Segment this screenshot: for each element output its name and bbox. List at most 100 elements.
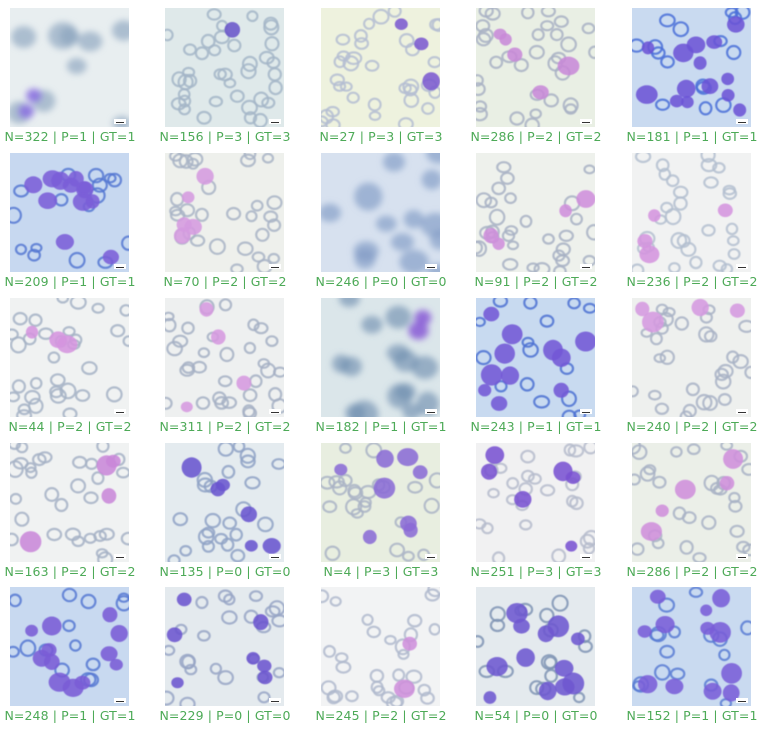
microscopy-image xyxy=(165,8,284,127)
red-blood-cell xyxy=(165,690,175,706)
red-blood-cell xyxy=(179,363,196,377)
red-blood-cell xyxy=(725,44,742,61)
stained-cell xyxy=(176,592,192,607)
red-blood-cell xyxy=(178,94,192,108)
red-blood-cell xyxy=(179,653,197,670)
stained-cell xyxy=(362,529,377,545)
red-blood-cell xyxy=(741,462,751,476)
red-blood-cell xyxy=(519,214,533,228)
microscopy-image xyxy=(10,8,129,127)
red-blood-cell xyxy=(333,80,347,92)
red-blood-cell xyxy=(501,229,516,243)
scale-bar xyxy=(114,264,126,269)
stained-cell xyxy=(553,382,569,398)
scale-bar xyxy=(269,264,281,269)
red-blood-cell xyxy=(194,207,209,222)
red-blood-cell xyxy=(476,518,487,530)
sample-cell: N=152 | P=1 | GT=1 xyxy=(612,587,760,732)
red-blood-cell xyxy=(744,365,751,380)
red-blood-cell xyxy=(520,449,536,464)
red-blood-cell xyxy=(112,20,129,41)
stained-cell xyxy=(669,94,684,108)
red-blood-cell xyxy=(406,613,423,628)
stained-cell xyxy=(253,614,269,631)
image-caption: N=311 | P=2 | GT=2 xyxy=(159,419,291,434)
red-blood-cell xyxy=(96,443,110,453)
red-blood-cell xyxy=(662,306,676,318)
red-blood-cell xyxy=(488,208,506,226)
red-blood-cell xyxy=(654,402,670,416)
red-blood-cell xyxy=(738,319,751,333)
stained-cell xyxy=(640,522,662,541)
stained-cell xyxy=(655,616,675,634)
red-blood-cell xyxy=(392,668,406,682)
red-blood-cell xyxy=(263,19,280,36)
scale-bar xyxy=(425,409,437,414)
red-blood-cell xyxy=(213,30,231,45)
red-blood-cell xyxy=(179,203,196,218)
red-blood-cell xyxy=(333,55,347,69)
red-blood-cell xyxy=(726,235,740,247)
red-blood-cell xyxy=(634,153,652,164)
red-blood-cell xyxy=(62,407,78,417)
red-blood-cell xyxy=(91,177,108,193)
red-blood-cell xyxy=(184,663,198,676)
stained-cell xyxy=(638,675,658,694)
image-caption: N=182 | P=1 | GT=1 xyxy=(315,419,447,434)
scale-bar xyxy=(269,409,281,414)
red-blood-cell xyxy=(167,554,181,562)
red-blood-cell xyxy=(729,524,745,538)
stained-cell xyxy=(693,56,707,70)
red-blood-cell xyxy=(268,80,283,96)
scale-bar xyxy=(580,119,592,124)
red-blood-cell xyxy=(353,241,379,261)
red-blood-cell xyxy=(549,28,564,42)
red-blood-cell xyxy=(197,347,211,359)
sample-cell: N=286 | P=2 | GT=2 xyxy=(456,8,616,153)
red-blood-cell xyxy=(720,263,734,272)
red-blood-cell xyxy=(263,16,279,31)
stained-cell xyxy=(722,684,740,702)
stained-cell xyxy=(717,203,733,218)
red-blood-cell xyxy=(421,169,440,190)
red-blood-cell xyxy=(229,527,243,542)
scale-bar xyxy=(425,554,437,559)
stained-cell xyxy=(236,375,252,391)
red-blood-cell xyxy=(91,302,105,314)
scale-bar xyxy=(425,264,437,269)
red-blood-cell xyxy=(476,107,488,122)
stained-cell xyxy=(575,331,595,352)
red-blood-cell xyxy=(250,199,264,212)
red-blood-cell xyxy=(427,56,440,69)
red-blood-cell xyxy=(700,153,716,163)
red-blood-cell xyxy=(273,366,284,378)
stained-cell xyxy=(199,302,214,317)
red-blood-cell xyxy=(405,669,423,684)
red-blood-cell xyxy=(10,391,21,403)
red-blood-cell xyxy=(264,36,280,52)
stained-cell xyxy=(554,659,574,677)
red-blood-cell xyxy=(177,88,191,101)
red-blood-cell xyxy=(670,231,688,249)
red-blood-cell xyxy=(476,19,491,33)
red-blood-cell xyxy=(247,318,260,332)
red-blood-cell xyxy=(227,38,242,53)
red-blood-cell xyxy=(632,385,639,398)
red-blood-cell xyxy=(243,153,257,161)
stained-cell xyxy=(485,446,505,464)
stained-cell xyxy=(62,678,84,697)
red-blood-cell xyxy=(47,351,61,364)
stained-cell xyxy=(100,646,118,662)
red-blood-cell xyxy=(712,259,727,272)
stained-cell xyxy=(547,615,570,638)
stained-cell xyxy=(403,522,418,538)
microscopy-image xyxy=(165,298,284,417)
red-blood-cell xyxy=(25,466,38,479)
red-blood-cell xyxy=(171,71,187,88)
red-blood-cell xyxy=(261,153,275,164)
sample-cell: N=243 | P=1 | GT=1 xyxy=(456,298,616,443)
stained-cell xyxy=(373,477,396,499)
scale-bar xyxy=(736,119,748,124)
red-blood-cell xyxy=(183,43,198,56)
